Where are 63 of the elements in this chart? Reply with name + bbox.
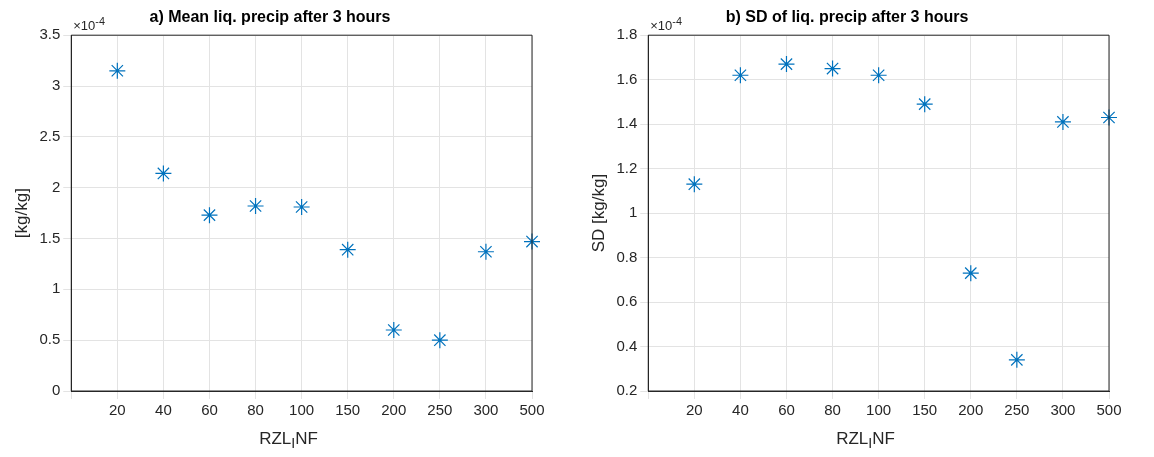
x-tick-label: 80 [824, 401, 841, 419]
y-tick-label: 0.5 [39, 330, 61, 348]
y-tick-label: 1.5 [39, 228, 61, 246]
point [731, 66, 749, 84]
y-axis-title: [kg/kg] [11, 188, 31, 239]
y-tick-label: 1 [51, 279, 61, 297]
y-tick-label: 2 [51, 177, 61, 195]
text: ×10$^{-4}$ [650, 15, 682, 34]
x-tick-label: 80 [247, 401, 264, 419]
x-tick-label: 150 [912, 401, 938, 419]
point [431, 331, 449, 349]
x-tick-label: 300 [1050, 401, 1076, 419]
x-axis-title: RZL$_{I}$NF [835, 428, 896, 451]
x-tick-label: 150 [335, 401, 361, 419]
y-tick-label: 0.2 [616, 381, 638, 399]
point [154, 164, 172, 183]
x-tick-label: 300 [473, 401, 499, 419]
x-tick-label: 250 [1004, 401, 1030, 419]
point [777, 55, 796, 73]
x-tick-label: 250 [427, 401, 453, 419]
x-tick-label: 500 [1096, 401, 1122, 419]
point [962, 264, 980, 282]
text: ×10$^{-4}$ [73, 15, 105, 34]
y-tick-label: 0.4 [616, 336, 638, 354]
y-tick-label: 0.8 [616, 247, 638, 265]
y-axis-title: SD [kg/kg] [588, 173, 608, 253]
point [385, 321, 403, 339]
y-tick-label: 1.6 [616, 69, 638, 87]
y-tick-label: 2.5 [39, 127, 61, 144]
point [108, 62, 126, 80]
point [685, 175, 703, 193]
x-axis-title: RZL$_{I}$NF [258, 428, 319, 451]
y-tick-label: 1.8 [616, 25, 638, 43]
point [823, 59, 842, 78]
x-tick-label: 60 [201, 401, 218, 419]
x-tick-label: 60 [778, 401, 795, 419]
chart-title: b) SD of liq. precip after 3 hours [725, 8, 969, 26]
point [477, 243, 495, 261]
y-tick-label: 1 [628, 203, 638, 221]
x-tick-label: 500 [519, 401, 545, 419]
y-tick-label: 0 [51, 381, 61, 399]
x-tick-label: 20 [108, 401, 126, 419]
y-tick-label: 3.5 [39, 25, 61, 43]
x-tick-label: 200 [958, 401, 984, 419]
y-tick-label: 1.2 [616, 158, 638, 176]
x-tick-label: 200 [381, 401, 407, 419]
point [1054, 113, 1072, 131]
x-tick-label: 40 [732, 401, 749, 419]
point [200, 206, 219, 224]
x-tick-label: 40 [155, 401, 172, 419]
point [293, 198, 311, 216]
y-tick-label: 1.4 [616, 114, 638, 132]
chart-title: a) Mean liq. precip after 3 hours [149, 8, 391, 26]
point [339, 241, 357, 259]
y-tick-label: 0.6 [616, 292, 638, 310]
y-tick-label: 3 [51, 76, 61, 94]
point [1008, 351, 1026, 369]
point [246, 197, 265, 215]
point [916, 95, 934, 113]
x-tick-label: 100 [866, 401, 892, 419]
x-tick-label: 20 [685, 401, 703, 419]
point [870, 66, 888, 84]
x-tick-label: 100 [289, 401, 315, 419]
